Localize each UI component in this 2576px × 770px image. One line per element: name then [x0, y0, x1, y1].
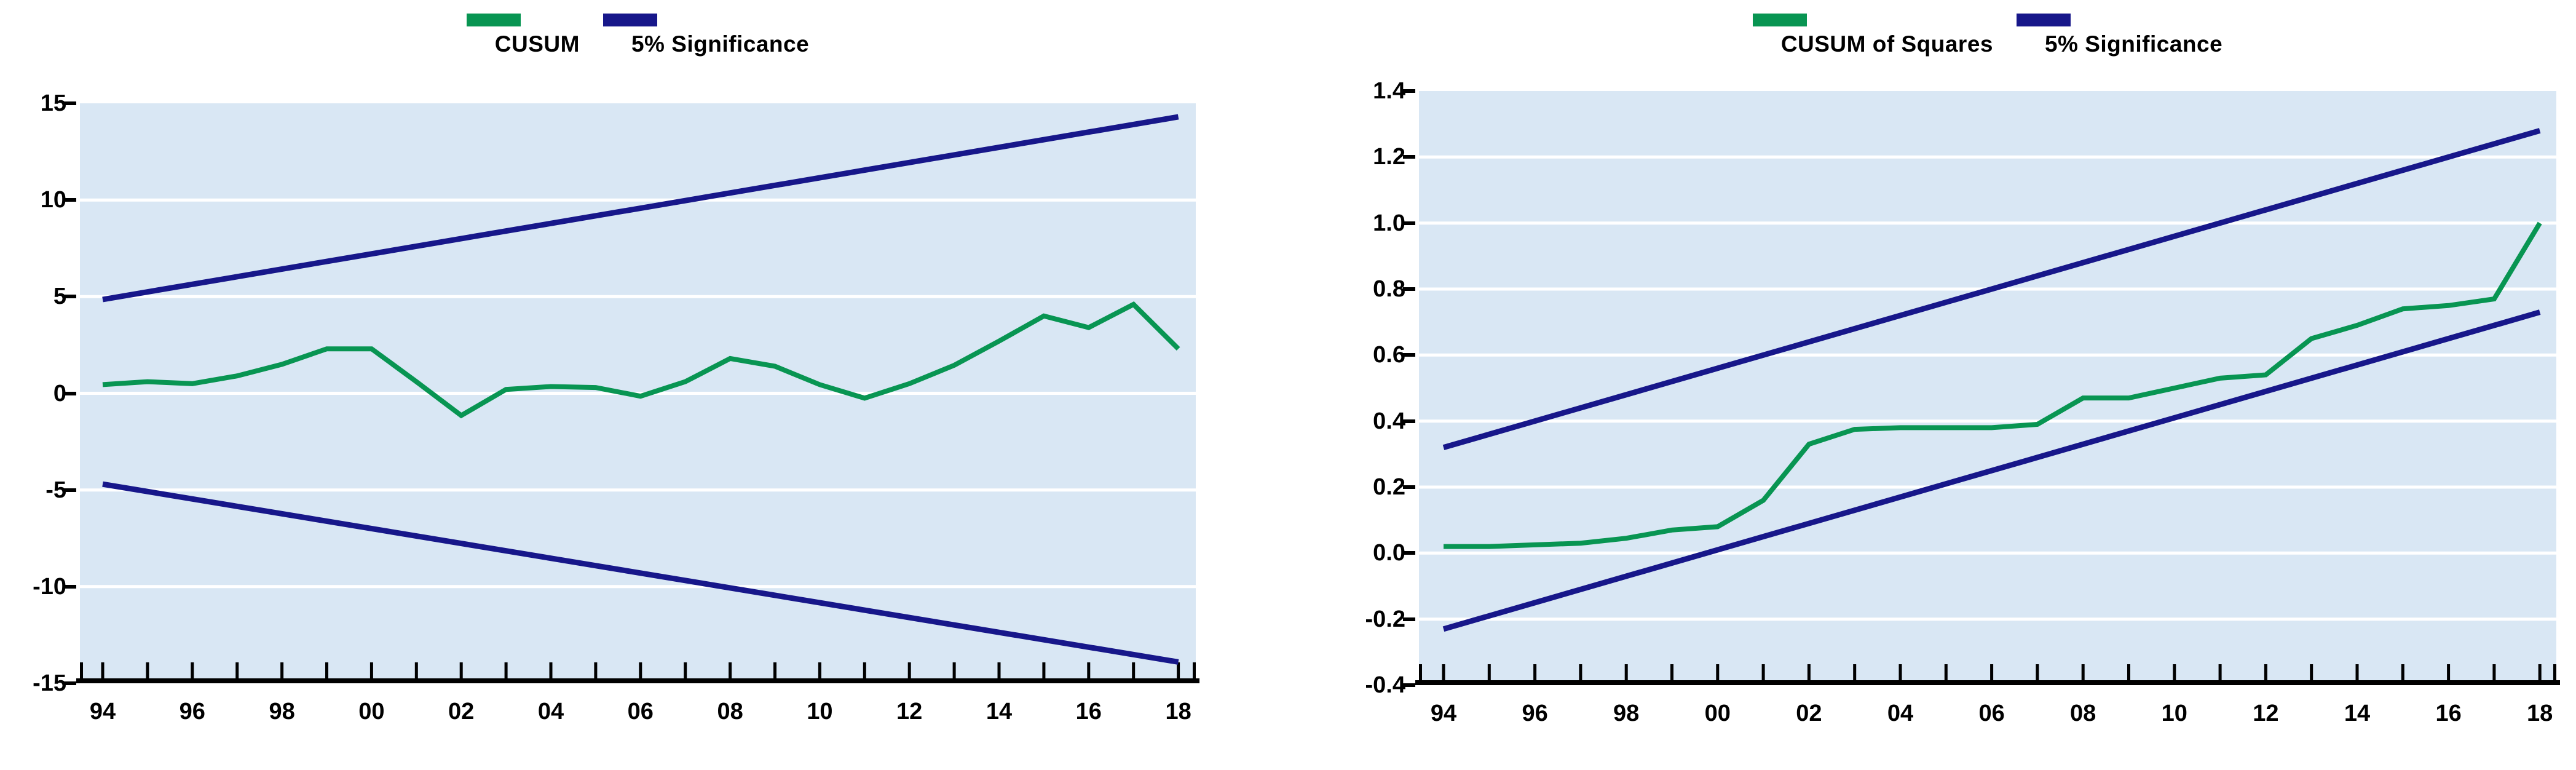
- x-tick-label: 96: [179, 699, 205, 724]
- x-tick-label: 00: [1704, 701, 1731, 726]
- x-tick-label: 98: [269, 699, 295, 724]
- y-tick-label: 1.4: [1373, 78, 1405, 104]
- y-tick-label: 1.0: [1373, 210, 1405, 236]
- x-tick-label: 04: [537, 699, 564, 724]
- legend: CUSUM of Squares 5% Significance: [1419, 14, 2556, 57]
- y-tick-label: 15: [40, 90, 66, 116]
- x-tick-label: 10: [2161, 701, 2187, 726]
- x-tick-label: 08: [2070, 701, 2096, 726]
- y-tick-label: -10: [33, 573, 66, 600]
- x-tick-label: 08: [717, 699, 743, 724]
- x-tick-label: 00: [358, 699, 385, 724]
- y-tick-label: 5: [53, 284, 66, 310]
- plot-area: [1415, 91, 2560, 685]
- x-tick-label: 06: [627, 699, 654, 724]
- legend: CUSUM 5% Significance: [80, 14, 1196, 57]
- x-tick-label: 94: [89, 699, 116, 724]
- x-tick-label: 12: [2253, 701, 2279, 726]
- x-tick-label: 18: [2527, 701, 2553, 726]
- y-tick-mark: [64, 295, 76, 299]
- y-tick-label: -0.2: [1365, 606, 1405, 632]
- x-tick-label: 96: [1522, 701, 1548, 726]
- legend-entry: CUSUM of Squares: [1752, 14, 1993, 57]
- legend-label: 5% Significance: [2044, 31, 2223, 57]
- y-tick-label: 0.2: [1373, 474, 1405, 500]
- significance-upper-line: [102, 114, 1179, 303]
- y-tick-mark: [1403, 485, 1415, 489]
- legend-entry: 5% Significance: [2016, 14, 2223, 57]
- significance-lower-line: [1442, 309, 2541, 632]
- y-tick-label: -0.4: [1365, 672, 1405, 698]
- y-tick-mark: [1403, 551, 1415, 555]
- x-tick-label: 12: [896, 699, 923, 724]
- x-tick-label: 16: [1075, 699, 1102, 724]
- legend-label: CUSUM: [494, 31, 580, 57]
- y-tick-mark: [1403, 89, 1415, 93]
- y-tick-label: 0.4: [1373, 408, 1405, 434]
- x-tick-label: 98: [1613, 701, 1640, 726]
- y-tick-label: -15: [33, 670, 66, 696]
- y-tick-label: 0.8: [1373, 276, 1405, 302]
- y-tick-mark: [64, 101, 76, 105]
- y-tick-mark: [1403, 155, 1415, 159]
- x-tick-label: 02: [448, 699, 475, 724]
- x-tick-label: 16: [2435, 701, 2462, 726]
- y-tick-label: 0.6: [1373, 342, 1405, 368]
- y-tick-mark: [64, 681, 76, 685]
- x-tick-label: 10: [807, 699, 833, 724]
- y-tick-mark: [64, 488, 76, 492]
- y-tick-label: 0.0: [1373, 540, 1405, 566]
- y-tick-mark: [1403, 419, 1415, 423]
- y-tick-label: -5: [45, 477, 66, 503]
- significance-upper-line: [1442, 128, 2541, 450]
- y-tick-mark: [64, 198, 76, 202]
- x-tick-label: 18: [1165, 699, 1191, 724]
- y-tick-mark: [64, 391, 76, 395]
- x-tick-label: 04: [1887, 701, 1914, 726]
- series-line-swatch: [1752, 14, 1807, 26]
- plot-area: [76, 103, 1199, 683]
- x-tick-label: 02: [1796, 701, 1822, 726]
- significance-lower-line: [102, 481, 1179, 665]
- legend-entry: CUSUM: [466, 14, 580, 57]
- y-tick-mark: [64, 584, 76, 589]
- significance-line-swatch: [2016, 14, 2071, 26]
- y-tick-label: 10: [40, 187, 66, 213]
- y-tick-mark: [1403, 683, 1415, 687]
- x-tick-label: 14: [2344, 701, 2371, 726]
- y-tick-label: 0: [53, 380, 66, 407]
- y-tick-mark: [1403, 287, 1415, 291]
- y-tick-mark: [1403, 353, 1415, 357]
- series-line-swatch: [466, 14, 521, 26]
- y-tick-mark: [1403, 617, 1415, 621]
- legend-entry: 5% Significance: [603, 14, 809, 57]
- y-tick-label: 1.2: [1373, 144, 1405, 170]
- cusum-line: [102, 301, 1180, 419]
- x-tick-label: 06: [1978, 701, 2005, 726]
- x-tick-label: 14: [986, 699, 1013, 724]
- y-tick-mark: [1403, 221, 1415, 225]
- legend-label: CUSUM of Squares: [1780, 31, 1993, 57]
- legend-label: 5% Significance: [631, 31, 810, 57]
- significance-line-swatch: [603, 14, 657, 26]
- cusum-of-squares-line: [1444, 221, 2542, 549]
- x-tick-label: 94: [1430, 701, 1457, 726]
